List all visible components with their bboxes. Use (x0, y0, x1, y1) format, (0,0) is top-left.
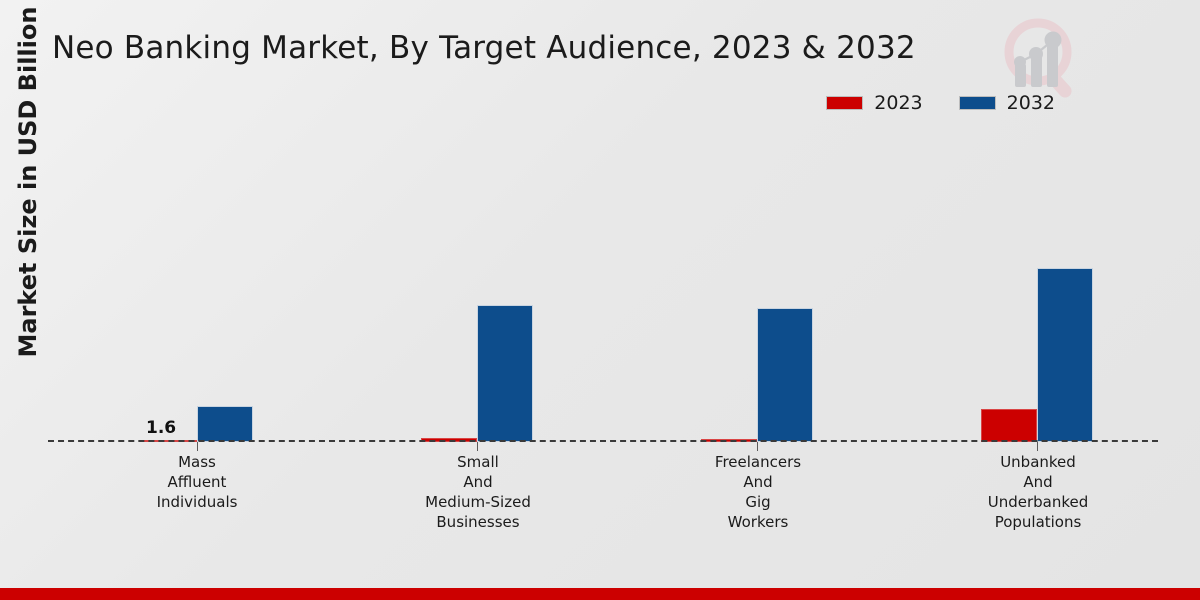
x-axis-label-line: And (463, 473, 493, 491)
chart-legend: 2023 2032 (826, 92, 1055, 114)
legend-swatch-2023 (826, 96, 864, 110)
x-axis-baseline (48, 440, 1158, 442)
axis-tick (477, 442, 478, 451)
chart-title: Neo Banking Market, By Target Audience, … (52, 30, 916, 66)
x-axis-label-freelancers-and-gig-workers: Freelancers And Gig Workers (643, 452, 873, 532)
x-axis-label-line: And (1023, 473, 1053, 491)
x-axis-label-unbanked-and-underbanked-populations: Unbanked And Underbanked Populations (923, 452, 1153, 532)
x-axis-label-line: Affluent (167, 473, 227, 491)
x-axis-label-line: Mass (178, 453, 216, 471)
bar-2032-mass-affluent-individuals[interactable] (197, 406, 253, 442)
legend-label-2032: 2032 (1006, 92, 1055, 114)
x-axis-label-line: Small (457, 453, 499, 471)
x-axis-label-line: Businesses (436, 513, 520, 531)
market-research-future-logo (995, 12, 1091, 104)
axis-tick (197, 442, 198, 451)
bar-2032-freelancers-and-gig-workers[interactable] (757, 308, 813, 442)
axis-tick (1037, 442, 1038, 451)
x-axis-label-line: Underbanked (987, 493, 1089, 511)
x-axis-label-line: Gig (745, 493, 771, 511)
y-axis-title: Market Size in USD Billion (14, 6, 42, 358)
bar-2032-small-and-medium-sized-businesses[interactable] (477, 305, 533, 442)
x-axis-label-line: Populations (994, 513, 1082, 531)
bar-2023-unbanked-and-underbanked-populations[interactable] (981, 409, 1037, 442)
x-axis-label-line: Unbanked (1000, 453, 1076, 471)
value-label-1-6: 1.6 (146, 418, 177, 438)
x-axis-label-line: Freelancers (714, 453, 802, 471)
x-axis-label-line: And (743, 473, 773, 491)
x-axis-label-small-and-medium-sized-businesses: Small And Medium-Sized Businesses (363, 452, 593, 532)
x-axis-label-line: Individuals (156, 493, 238, 511)
legend-item-2032[interactable]: 2032 (958, 92, 1055, 114)
legend-label-2023: 2023 (874, 92, 923, 114)
legend-swatch-2032 (958, 96, 996, 110)
x-axis-label-mass-affluent-individuals: Mass Affluent Individuals (82, 452, 312, 512)
bar-2032-unbanked-and-underbanked-populations[interactable] (1037, 268, 1093, 442)
x-axis-label-line: Medium-Sized (425, 493, 531, 511)
x-axis-label-line: Workers (727, 513, 789, 531)
legend-item-2023[interactable]: 2023 (826, 92, 923, 114)
plot-area: 1.6 (48, 150, 1158, 451)
bottom-accent-strip (0, 588, 1200, 600)
axis-tick (757, 442, 758, 451)
